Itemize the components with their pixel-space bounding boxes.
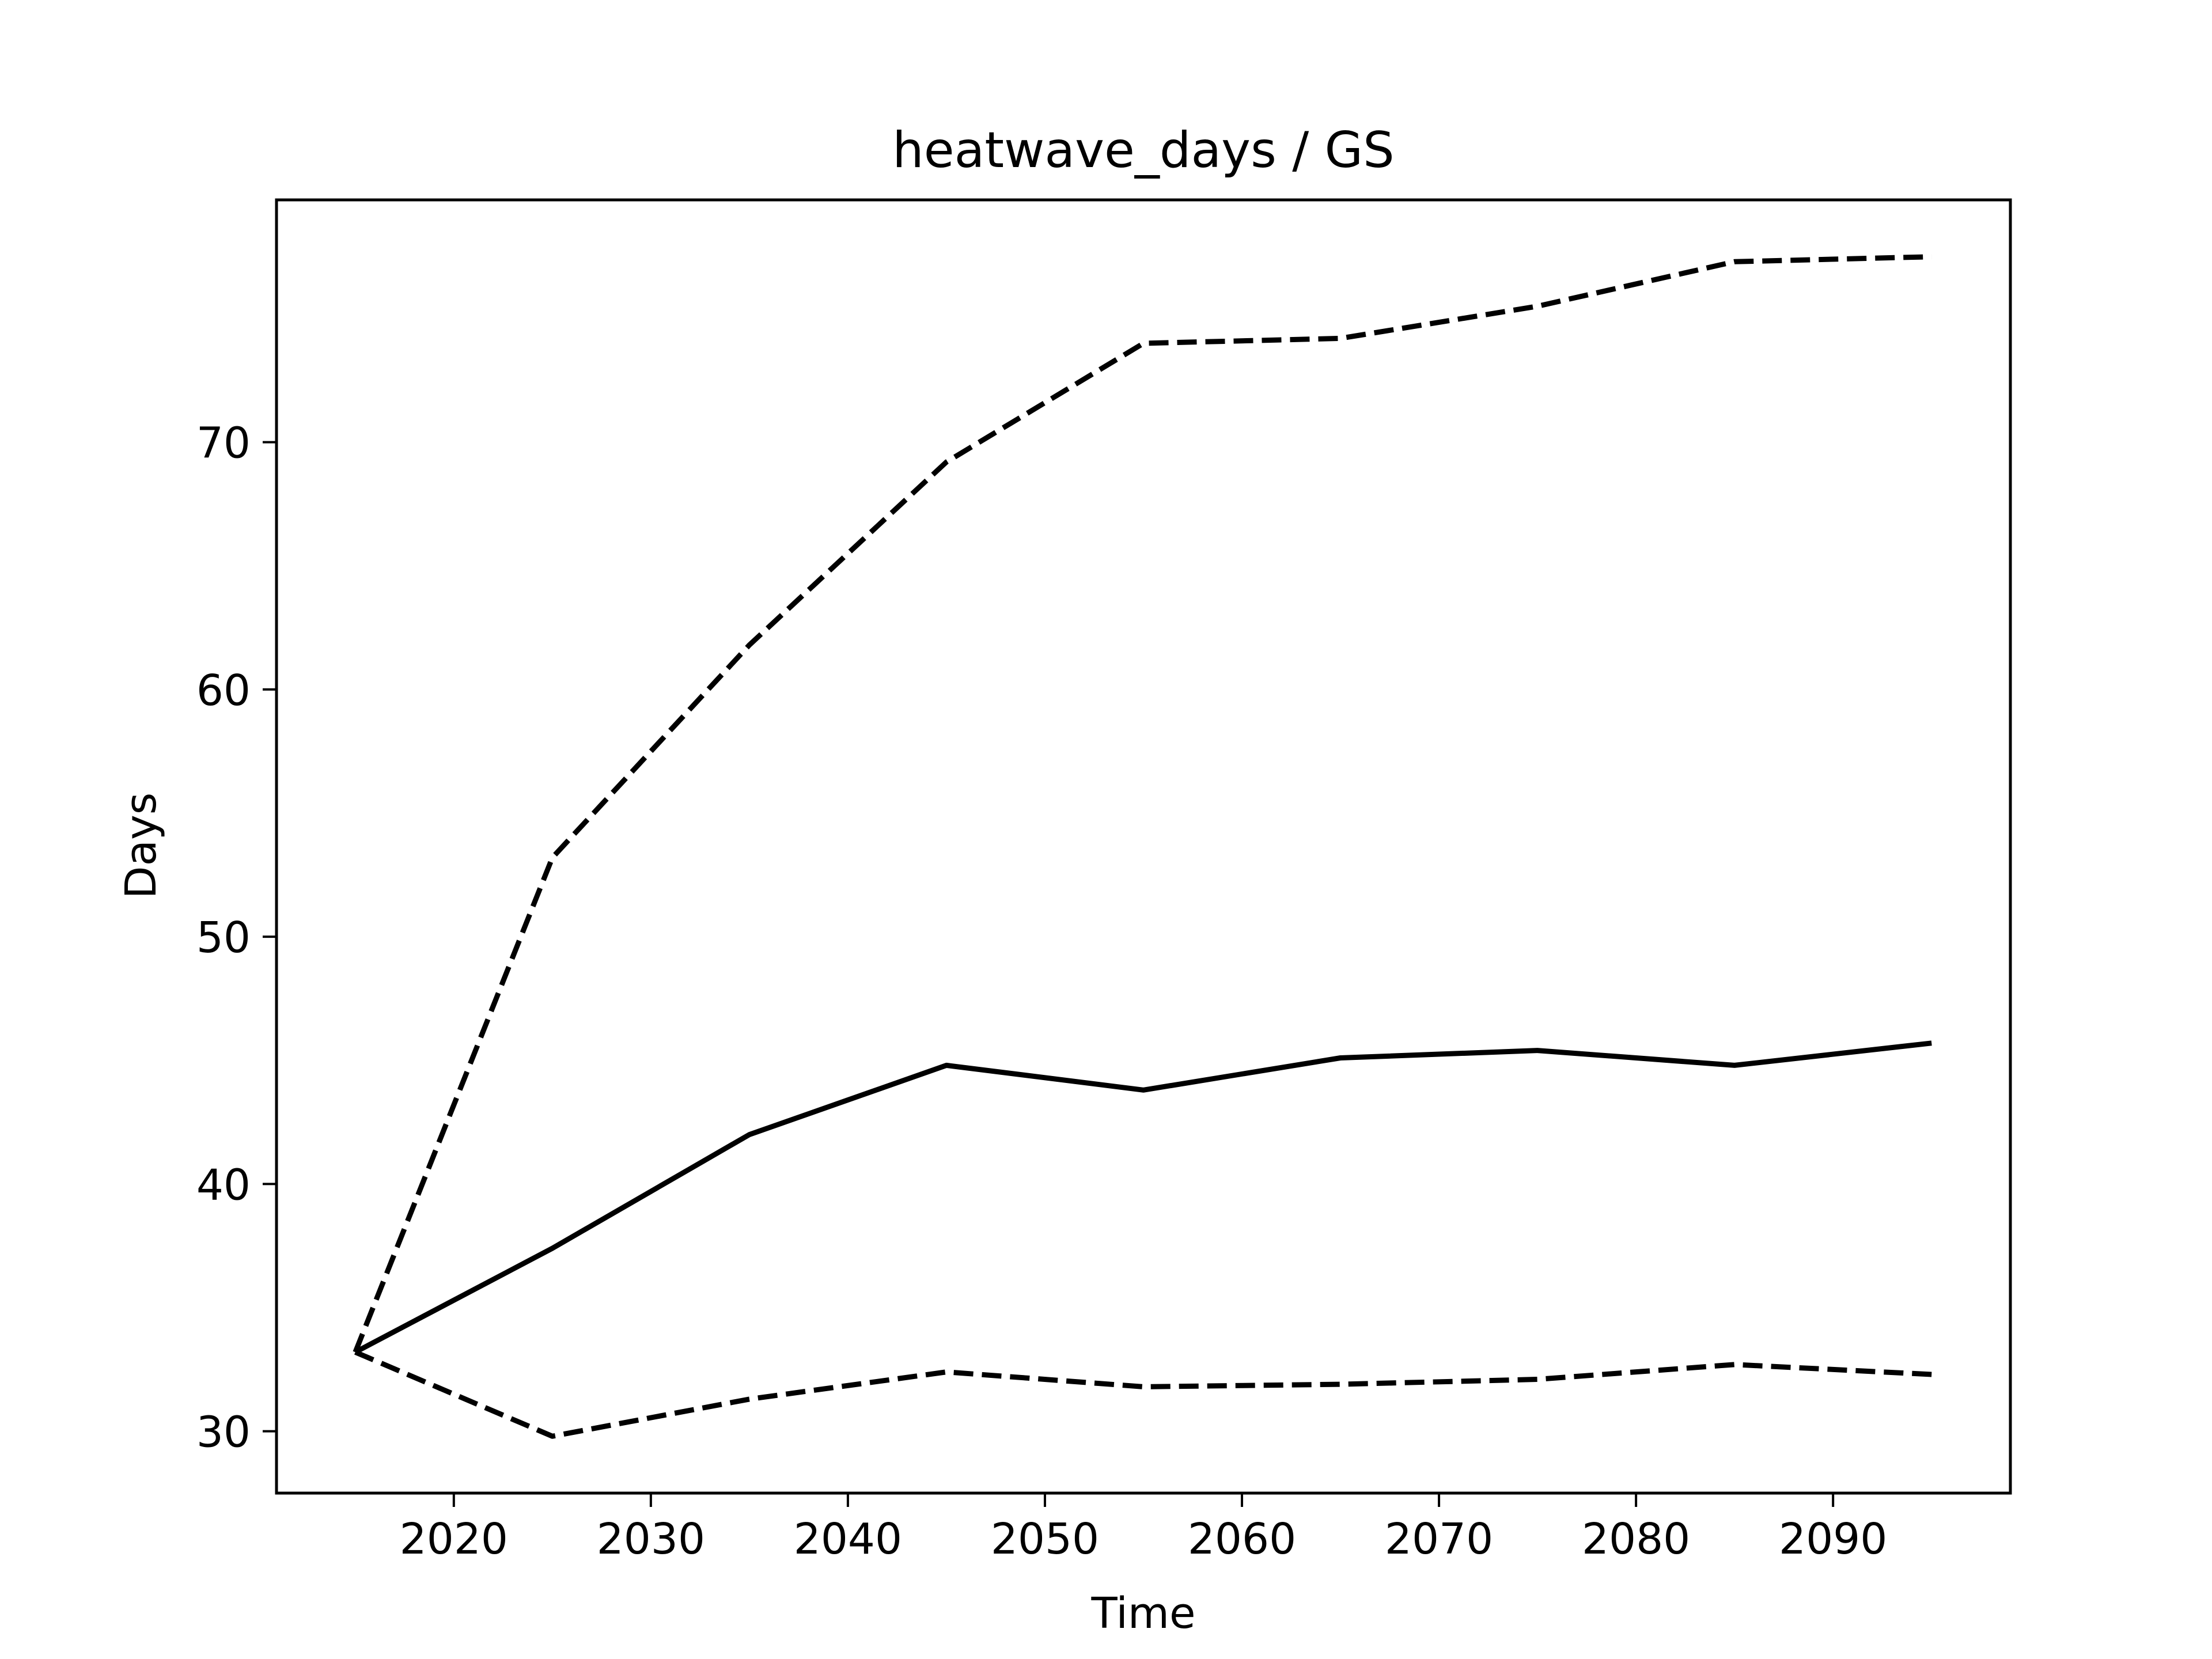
x-axis: 2020 2030 2040 2050 2060 2070 2080 2090 [400, 1493, 1887, 1564]
y-tick-label: 60 [196, 666, 251, 715]
y-tick-label: 40 [196, 1160, 251, 1210]
series-line-1 [353, 254, 1932, 1353]
axes-frame [275, 198, 2012, 1495]
x-tick-label: 2050 [991, 1514, 1099, 1564]
x-tick-label: 2060 [1188, 1514, 1296, 1564]
x-tick-label: 2030 [597, 1514, 705, 1564]
x-tick-label: 2080 [1582, 1514, 1690, 1564]
x-tick-label: 2020 [400, 1514, 508, 1564]
series-line-2 [354, 1040, 1932, 1355]
plot-area [353, 254, 1932, 1439]
series-line-3 [354, 1350, 1932, 1439]
x-axis-label: Time [1090, 1589, 1195, 1638]
chart-title: heatwave_days / GS [892, 122, 1395, 179]
x-tick-label: 2070 [1385, 1514, 1493, 1564]
y-tick-label: 50 [196, 913, 251, 963]
y-axis-label: Days [116, 793, 166, 899]
y-tick-label: 70 [196, 419, 251, 468]
y-axis: 30 40 50 60 70 [196, 419, 276, 1457]
y-tick-label: 30 [196, 1408, 251, 1457]
x-tick-label: 2040 [794, 1514, 902, 1564]
x-tick-label: 2090 [1779, 1514, 1887, 1564]
